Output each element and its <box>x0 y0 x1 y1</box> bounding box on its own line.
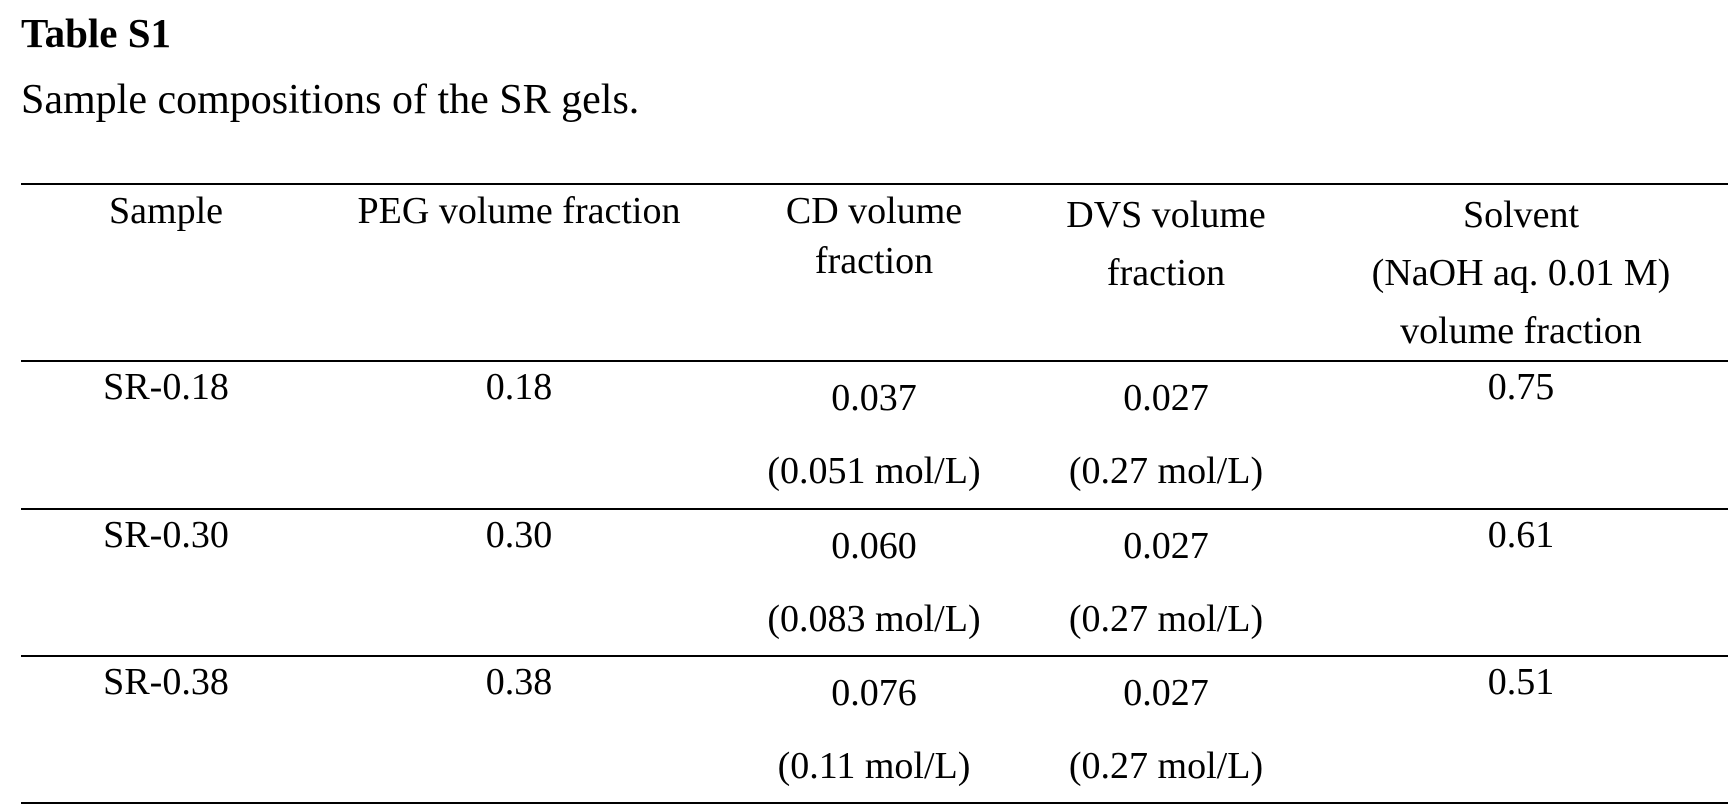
header-solvent-line-2: (NaOH aq. 0.01 M) <box>1371 252 1671 294</box>
row-3-cd-concentration: (0.11 mol/L) <box>777 745 971 787</box>
header-solvent-line-1: Solvent <box>1462 194 1580 236</box>
header-cd-line-1: CD volume <box>785 190 963 232</box>
row-3-cd: 0.076 (0.11 mol/L) <box>778 657 971 803</box>
row-2-dvs-value: 0.027 <box>1123 525 1209 567</box>
row-1-solvent: 0.75 <box>1487 366 1555 408</box>
header-cd-line-2: fraction <box>814 240 934 282</box>
row-2-cd-concentration: (0.083 mol/L) <box>767 598 981 640</box>
header-dvs-line-2: fraction <box>1106 252 1226 294</box>
row-3-dvs: 0.027 (0.27 mol/L) <box>1069 657 1263 803</box>
header-rule <box>21 360 1728 362</box>
row-1-cd-value: 0.037 <box>831 377 917 419</box>
row-1-peg: 0.18 <box>485 366 553 408</box>
row-2-rule <box>21 655 1728 657</box>
header-dvs-volume-fraction: DVS volume fraction <box>1066 186 1266 302</box>
header-peg-volume-fraction: PEG volume fraction <box>357 190 681 232</box>
row-1-dvs: 0.027 (0.27 mol/L) <box>1069 362 1263 508</box>
table-caption: Sample compositions of the SR gels. <box>21 77 640 123</box>
header-solvent-volume-fraction: Solvent (NaOH aq. 0.01 M) volume fractio… <box>1372 186 1671 360</box>
row-1-sample: SR-0.18 <box>103 366 229 408</box>
top-rule <box>21 183 1728 185</box>
row-1-cd: 0.037 (0.051 mol/L) <box>767 362 980 508</box>
header-sample: Sample <box>109 190 223 232</box>
row-2-sample: SR-0.30 <box>103 514 229 556</box>
row-2-cd-value: 0.060 <box>831 525 917 567</box>
header-solvent-line-3: volume fraction <box>1400 310 1642 352</box>
row-1-rule <box>21 508 1728 510</box>
row-1-dvs-concentration: (0.27 mol/L) <box>1068 450 1264 492</box>
row-2-solvent: 0.61 <box>1487 514 1555 556</box>
header-cd-volume-fraction: CD volume fraction <box>786 186 962 286</box>
row-2-cd: 0.060 (0.083 mol/L) <box>767 510 980 656</box>
row-2-dvs-concentration: (0.27 mol/L) <box>1068 598 1264 640</box>
row-2-peg: 0.30 <box>485 514 553 556</box>
row-3-cd-value: 0.076 <box>831 672 917 714</box>
row-1-dvs-value: 0.027 <box>1123 377 1209 419</box>
row-1-cd-concentration: (0.051 mol/L) <box>767 450 981 492</box>
row-3-dvs-value: 0.027 <box>1123 672 1209 714</box>
row-3-sample: SR-0.38 <box>103 661 229 703</box>
row-2-dvs: 0.027 (0.27 mol/L) <box>1069 510 1263 656</box>
header-dvs-line-1: DVS volume <box>1066 194 1266 236</box>
table-title: Table S1 <box>21 10 172 56</box>
row-3-solvent: 0.51 <box>1487 661 1555 703</box>
bottom-rule <box>21 802 1728 804</box>
row-3-dvs-concentration: (0.27 mol/L) <box>1068 745 1264 787</box>
row-3-peg: 0.38 <box>485 661 553 703</box>
